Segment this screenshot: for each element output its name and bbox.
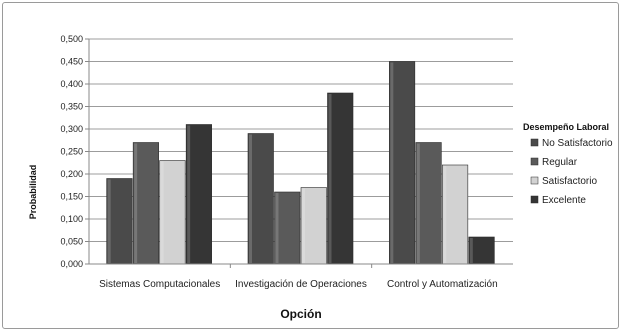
bar <box>327 92 354 265</box>
y-tick-label: 0,350 <box>60 102 83 112</box>
legend: Desempeño Laboral No Satisfactorio Regula… <box>523 122 613 206</box>
legend-swatch <box>530 176 539 185</box>
legend-swatch <box>530 138 539 147</box>
bar-highlight <box>469 238 473 263</box>
y-tick-label: 0,150 <box>60 192 83 202</box>
bar-highlight <box>275 193 279 263</box>
legend-label: Excelente <box>542 195 586 206</box>
legend-swatch <box>530 195 539 204</box>
bar <box>159 160 186 265</box>
bar-highlight <box>107 179 111 263</box>
x-axis-title: Opción <box>280 307 321 321</box>
bar <box>106 178 133 265</box>
bar-highlight <box>302 188 305 263</box>
bar <box>274 191 301 265</box>
y-tick-label: 0,500 <box>60 34 83 44</box>
legend-title: Desempeño Laboral <box>523 122 609 132</box>
y-tick-labels: 0,000 0,050 0,100 0,150 0,200 0,250 0,300 0,350… <box>60 34 83 269</box>
legend-label: Satisfactorio <box>542 176 597 187</box>
y-tick-label: 0,250 <box>60 147 83 157</box>
bars <box>106 61 495 265</box>
bar-highlight <box>187 125 191 263</box>
bar <box>415 142 442 265</box>
chart-frame <box>2 2 619 329</box>
y-tick-label: 0,300 <box>60 124 83 134</box>
bar-highlight <box>416 143 420 263</box>
y-tick-label: 0,050 <box>60 237 83 247</box>
bar-highlight <box>134 143 138 263</box>
y-tick-label: 0,450 <box>60 57 83 67</box>
category-label: Sistemas Computacionales <box>99 279 220 290</box>
bar-highlight <box>443 166 447 263</box>
bar-highlight <box>390 62 394 263</box>
y-tick-label: 0,200 <box>60 169 83 179</box>
bar <box>300 187 327 265</box>
bar <box>442 164 469 265</box>
legend-label: Regular <box>542 157 578 168</box>
y-tick-label: 0,000 <box>60 259 83 269</box>
legend-swatch <box>530 157 539 166</box>
bar-highlight <box>160 161 164 263</box>
category-label: Control y Automatización <box>387 279 498 290</box>
y-axis-title: Probabilidad <box>28 165 38 220</box>
bar <box>132 142 159 265</box>
bar <box>468 236 495 265</box>
category-label: Investigación de Operaciones <box>235 279 367 290</box>
bar <box>185 124 212 265</box>
y-tick-label: 0,100 <box>60 214 83 224</box>
y-tick-label: 0,400 <box>60 79 83 89</box>
category-labels: Sistemas Computacionales Investigación de… <box>99 264 498 290</box>
legend-label: No Satisfactorio <box>542 138 613 149</box>
bar-highlight <box>249 134 252 263</box>
bar-highlight <box>328 94 332 263</box>
